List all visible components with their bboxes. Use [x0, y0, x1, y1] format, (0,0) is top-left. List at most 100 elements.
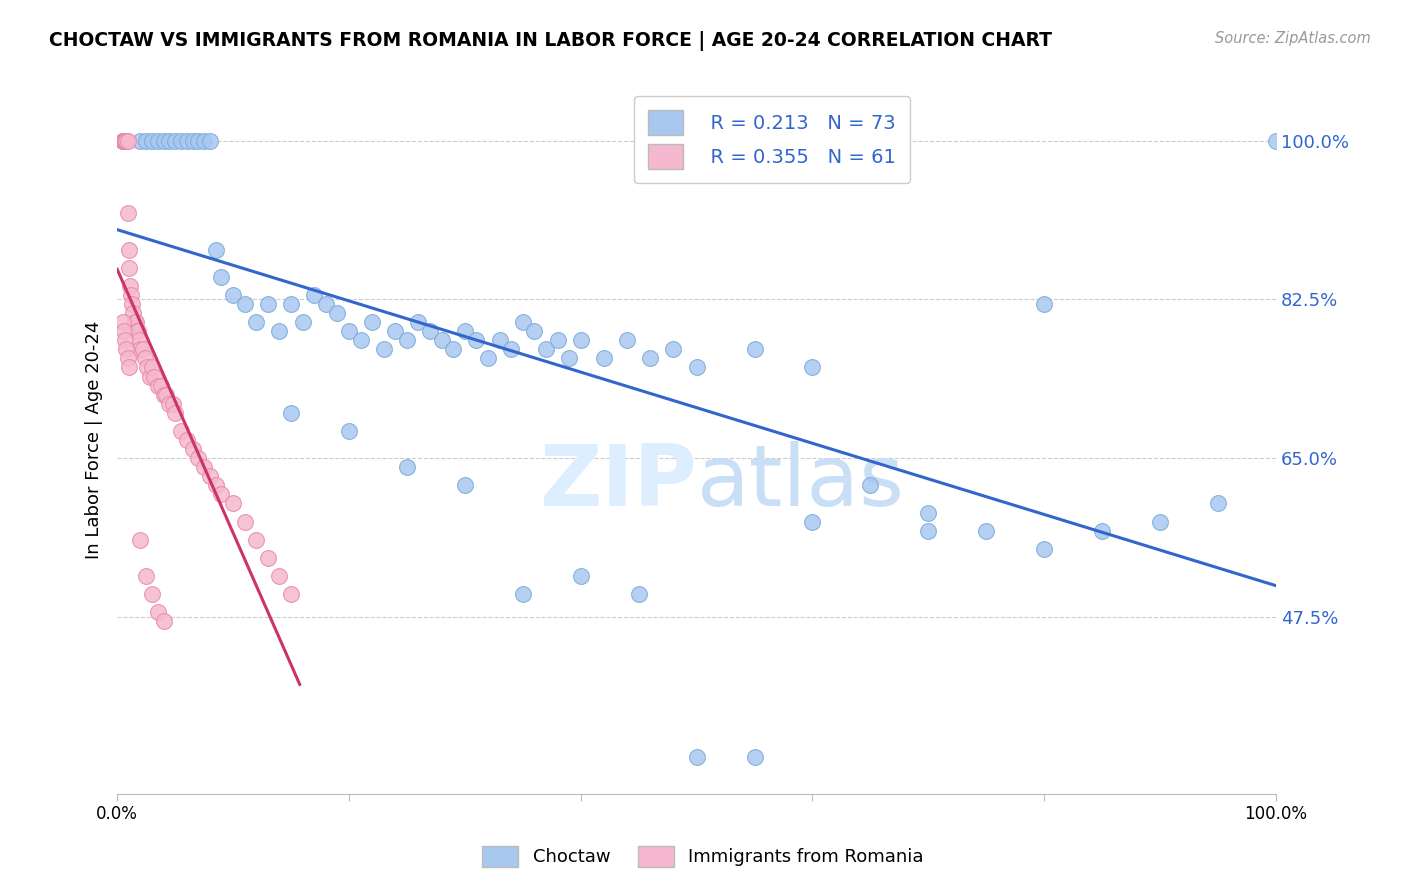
Point [115, 343, 138, 357]
Point [157, 397, 180, 411]
Point [744, 750, 766, 764]
Point [454, 478, 477, 492]
Point [162, 397, 184, 411]
Point [114, 134, 136, 148]
Point [128, 333, 150, 347]
Text: CHOCTAW VS IMMIGRANTS FROM ROMANIA IN LABOR FORCE | AGE 20-24 CORRELATION CHART: CHOCTAW VS IMMIGRANTS FROM ROMANIA IN LA… [49, 31, 1052, 51]
Point [501, 343, 523, 357]
Point [114, 333, 136, 347]
Point [120, 288, 142, 302]
Point [122, 306, 145, 320]
Point [150, 378, 173, 392]
Point [141, 134, 163, 148]
Point [419, 324, 441, 338]
Point [146, 134, 169, 148]
Point [117, 206, 139, 220]
Point [523, 324, 546, 338]
Point [558, 351, 581, 366]
Point [152, 387, 174, 401]
Point [111, 134, 134, 148]
Point [430, 333, 453, 347]
Point [204, 478, 226, 492]
Point [141, 360, 163, 375]
Point [974, 524, 997, 538]
Point [512, 587, 534, 601]
Point [152, 615, 174, 629]
Point [465, 333, 488, 347]
Point [152, 134, 174, 148]
Point [408, 315, 430, 329]
Point [616, 333, 638, 347]
Point [136, 360, 159, 375]
Point [111, 134, 134, 148]
Point [280, 406, 302, 420]
Point [127, 324, 149, 338]
Point [534, 343, 557, 357]
Point [454, 324, 477, 338]
Point [917, 506, 939, 520]
Point [211, 487, 233, 501]
Point [134, 351, 156, 366]
Point [118, 278, 141, 293]
Point [477, 351, 499, 366]
Point [112, 324, 135, 338]
Point [1206, 496, 1229, 510]
Point [662, 343, 685, 357]
Point [315, 297, 337, 311]
Point [118, 360, 141, 375]
Point [569, 569, 592, 583]
Point [124, 315, 146, 329]
Point [117, 351, 139, 366]
Point [256, 550, 278, 565]
Point [187, 451, 209, 466]
Point [115, 134, 138, 148]
Point [129, 134, 152, 148]
Point [361, 315, 384, 329]
Point [592, 351, 614, 366]
Point [1033, 297, 1056, 311]
Point [138, 369, 160, 384]
Point [337, 324, 360, 338]
Point [187, 134, 209, 148]
Point [211, 269, 233, 284]
Text: atlas: atlas [696, 441, 904, 524]
Point [112, 134, 135, 148]
Point [395, 333, 418, 347]
Point [181, 134, 204, 148]
Point [125, 324, 148, 338]
Point [256, 297, 278, 311]
Point [245, 315, 267, 329]
Point [685, 750, 707, 764]
Point [125, 315, 148, 329]
Point [917, 524, 939, 538]
Point [512, 315, 534, 329]
Point [638, 351, 661, 366]
Point [146, 605, 169, 619]
Legend:   R = 0.213   N = 73,   R = 0.355   N = 61: R = 0.213 N = 73, R = 0.355 N = 61 [634, 96, 910, 183]
Point [269, 324, 291, 338]
Point [129, 343, 152, 357]
Point [118, 243, 141, 257]
Point [114, 134, 136, 148]
Text: ZIP: ZIP [538, 441, 696, 524]
Point [170, 424, 193, 438]
Point [547, 333, 569, 347]
Point [204, 243, 226, 257]
Y-axis label: In Labor Force | Age 20-24: In Labor Force | Age 20-24 [86, 321, 103, 559]
Legend: Choctaw, Immigrants from Romania: Choctaw, Immigrants from Romania [475, 838, 931, 874]
Point [131, 343, 153, 357]
Point [569, 333, 592, 347]
Point [181, 442, 204, 456]
Point [193, 460, 215, 475]
Point [111, 315, 134, 329]
Point [627, 587, 650, 601]
Point [121, 297, 143, 311]
Point [1033, 541, 1056, 556]
Point [233, 515, 256, 529]
Point [112, 134, 135, 148]
Point [291, 315, 314, 329]
Point [395, 460, 418, 475]
Point [233, 297, 256, 311]
Point [198, 134, 221, 148]
Point [141, 587, 163, 601]
